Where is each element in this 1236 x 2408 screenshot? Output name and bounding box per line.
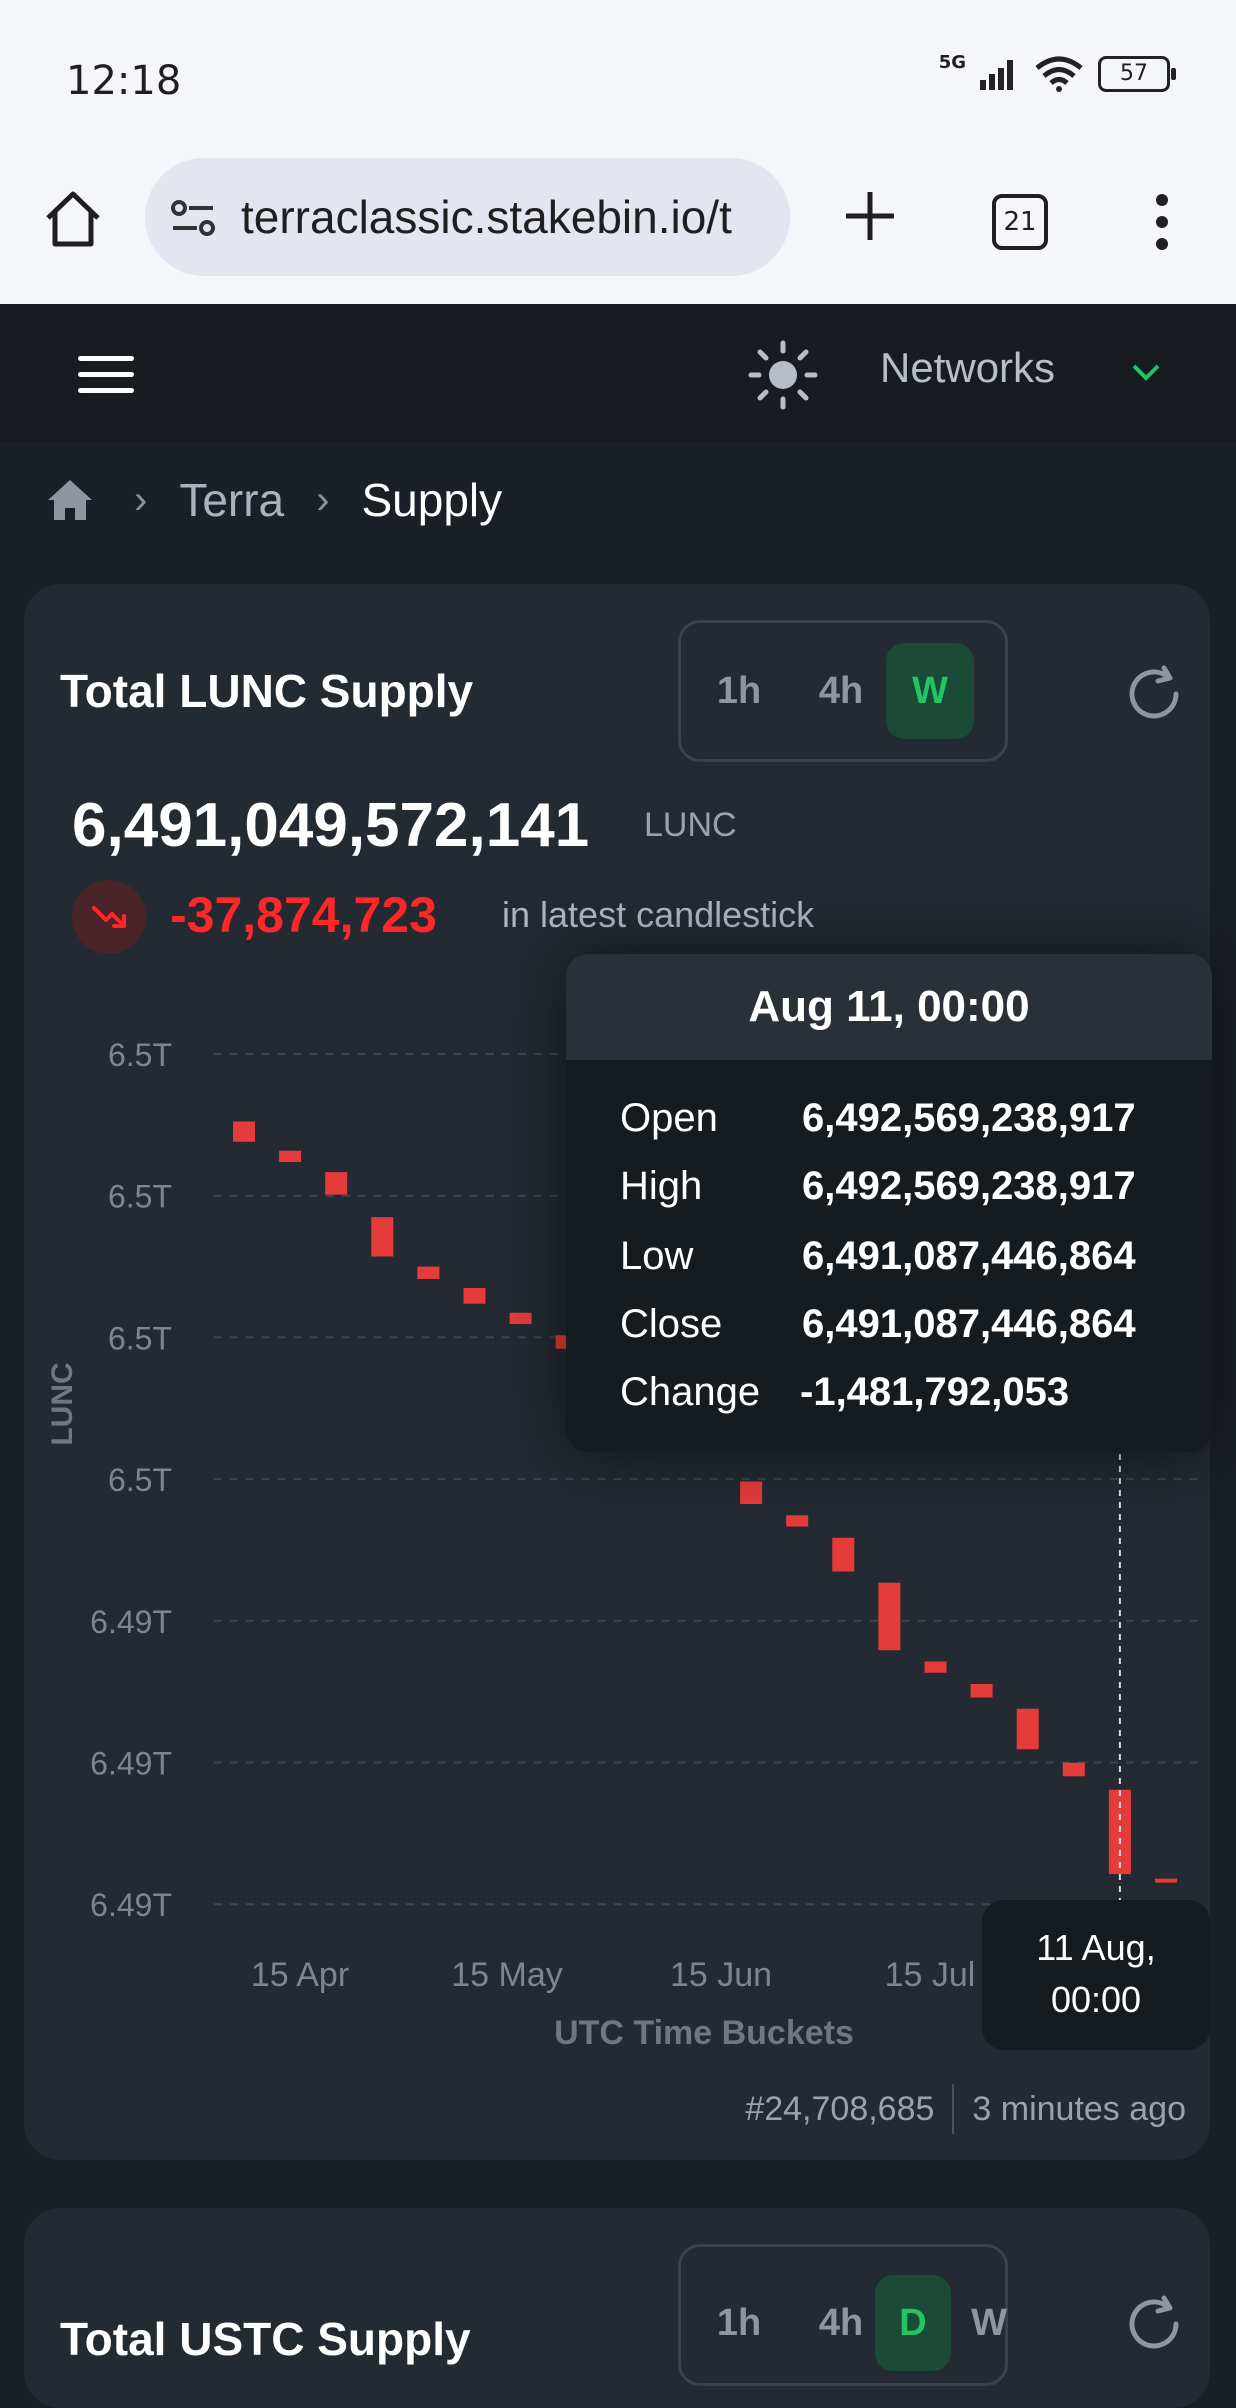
- change-value: -37,874,723: [170, 887, 437, 943]
- tooltip-value: 6,492,569,238,917: [802, 1096, 1136, 1140]
- y-tick-label: 6.5T: [108, 1462, 172, 1498]
- supply-unit: LUNC: [644, 806, 737, 844]
- candle: [740, 1481, 763, 1504]
- candle: [1155, 1878, 1177, 1883]
- clock: 12:18: [66, 58, 182, 104]
- timeframe-selector: 1h 4h D W: [678, 620, 1008, 762]
- tooltip-key: Close: [620, 1302, 723, 1346]
- refresh-icon[interactable]: [1124, 664, 1184, 724]
- chevron-right-icon: ›: [134, 477, 148, 522]
- card-title: Total USTC Supply: [60, 2313, 471, 2365]
- chevron-down-icon[interactable]: [1128, 360, 1164, 384]
- y-tick-label: 6.49T: [90, 1604, 172, 1640]
- tooltip-key: Low: [620, 1234, 694, 1278]
- candle: [463, 1288, 486, 1304]
- y-tick-label: 6.49T: [90, 1746, 172, 1782]
- candle: [878, 1582, 901, 1651]
- y-tick-label: 6.49T: [90, 1887, 172, 1923]
- timeframe-d[interactable]: D: [875, 2275, 951, 2371]
- candle: [924, 1661, 947, 1673]
- supply-value: 6,491,049,572,141: [72, 791, 590, 860]
- new-tab-icon[interactable]: [842, 188, 898, 244]
- home-icon[interactable]: [40, 186, 106, 252]
- tooltip-value: -1,481,792,053: [800, 1370, 1070, 1414]
- x-axis-label: UTC Time Buckets: [554, 2014, 854, 2052]
- tooltip-title: Aug 11, 00:00: [566, 954, 1212, 1060]
- candle: [1062, 1762, 1085, 1777]
- browser-toolbar: terraclassic.stakebin.io/t 21: [0, 150, 1236, 306]
- breadcrumb: › Terra › Supply: [46, 470, 502, 530]
- last-updated: 3 minutes ago: [972, 2089, 1186, 2128]
- x-tooltip-line1: 11 Aug,: [1036, 1927, 1156, 1968]
- tooltip-value: 6,491,087,446,864: [802, 1302, 1136, 1346]
- candlestick-chart[interactable]: 6.5T 6.5T 6.5T 6.5T 6.49T 6.49T 6.49T LUNC 15 Ap…: [24, 954, 1210, 2054]
- tooltip-value: 6,492,569,238,917: [802, 1164, 1136, 1208]
- card-title: Total LUNC Supply: [60, 665, 474, 717]
- x-tick-label: 15 May: [451, 1956, 563, 1994]
- signal-icon: [980, 60, 1013, 90]
- app-header: Networks: [0, 304, 1236, 442]
- theme-toggle-icon[interactable]: [748, 340, 818, 410]
- url-text[interactable]: terraclassic.stakebin.io/t: [241, 191, 732, 243]
- y-axis-label: LUNC: [46, 1362, 79, 1445]
- tooltip-key: High: [620, 1164, 703, 1208]
- more-menu-icon[interactable]: [1150, 192, 1174, 252]
- candle: [233, 1121, 255, 1142]
- lunc-supply-card: Total LUNC Supply 1h 4h D W 6,491,049,57…: [24, 584, 1212, 2160]
- tooltip-key: Open: [620, 1096, 718, 1140]
- candle: [832, 1537, 855, 1572]
- refresh-icon[interactable]: [1124, 2294, 1184, 2354]
- tooltip-value: 6,491,087,446,864: [802, 1234, 1136, 1278]
- timeframe-w[interactable]: W: [886, 643, 974, 739]
- timeframe-1h[interactable]: 1h: [716, 2302, 762, 2344]
- x-tick-label: 15 Jun: [670, 1956, 772, 1994]
- candle-tooltip: Aug 11, 00:00 Open 6,492,569,238,917 High…: [566, 954, 1212, 1452]
- menu-icon[interactable]: [78, 356, 134, 396]
- candle: [417, 1266, 440, 1279]
- candle: [325, 1172, 348, 1195]
- address-bar[interactable]: terraclassic.stakebin.io/t: [145, 158, 790, 276]
- block-height[interactable]: #24,708,685: [745, 2089, 935, 2128]
- x-tick-label: 15 Apr: [251, 1956, 349, 1994]
- timeframe-w[interactable]: W: [971, 2302, 1007, 2344]
- wifi-icon: [1035, 56, 1083, 92]
- timeframe-4h[interactable]: 4h: [818, 670, 864, 712]
- candle: [786, 1515, 809, 1527]
- tab-switcher-button[interactable]: 21: [992, 194, 1048, 250]
- y-tick-label: 6.5T: [108, 1037, 172, 1073]
- battery-indicator: 57: [1098, 56, 1176, 92]
- change-label: in latest candlestick: [502, 894, 815, 935]
- x-axis-tooltip: 11 Aug, 00:00: [982, 1900, 1210, 2050]
- y-tick-label: 6.5T: [108, 1320, 172, 1356]
- candle: [970, 1684, 993, 1698]
- timeframe-selector: 1h 4h D W: [678, 2244, 1008, 2386]
- candle: [279, 1150, 302, 1162]
- timeframe-1h[interactable]: 1h: [716, 670, 762, 712]
- breadcrumb-terra[interactable]: Terra: [179, 474, 285, 526]
- candle: [371, 1217, 394, 1257]
- status-bar: 12:18 5G 57: [0, 0, 1236, 150]
- home-icon[interactable]: [46, 478, 94, 522]
- status-icons: 5G 57: [939, 52, 1176, 92]
- x-tick-label: 15 Jul: [885, 1956, 976, 1994]
- breadcrumb-supply: Supply: [361, 474, 503, 526]
- card-footer: #24,708,685 3 minutes ago: [745, 2084, 1186, 2134]
- y-tick-label: 6.5T: [108, 1179, 172, 1215]
- trend-down-icon: [72, 880, 146, 954]
- tooltip-key: Change: [620, 1370, 761, 1414]
- timeframe-4h[interactable]: 4h: [818, 2302, 864, 2344]
- site-settings-icon[interactable]: [169, 198, 217, 238]
- candle: [1016, 1708, 1039, 1750]
- networks-dropdown[interactable]: Networks: [880, 344, 1056, 391]
- x-tooltip-line2: 00:00: [1050, 1979, 1142, 2020]
- network-type: 5G: [938, 51, 966, 73]
- chevron-right-icon: ›: [316, 477, 330, 522]
- ustc-supply-card: Total USTC Supply 1h 4h D W: [24, 2208, 1210, 2408]
- candle: [509, 1312, 532, 1324]
